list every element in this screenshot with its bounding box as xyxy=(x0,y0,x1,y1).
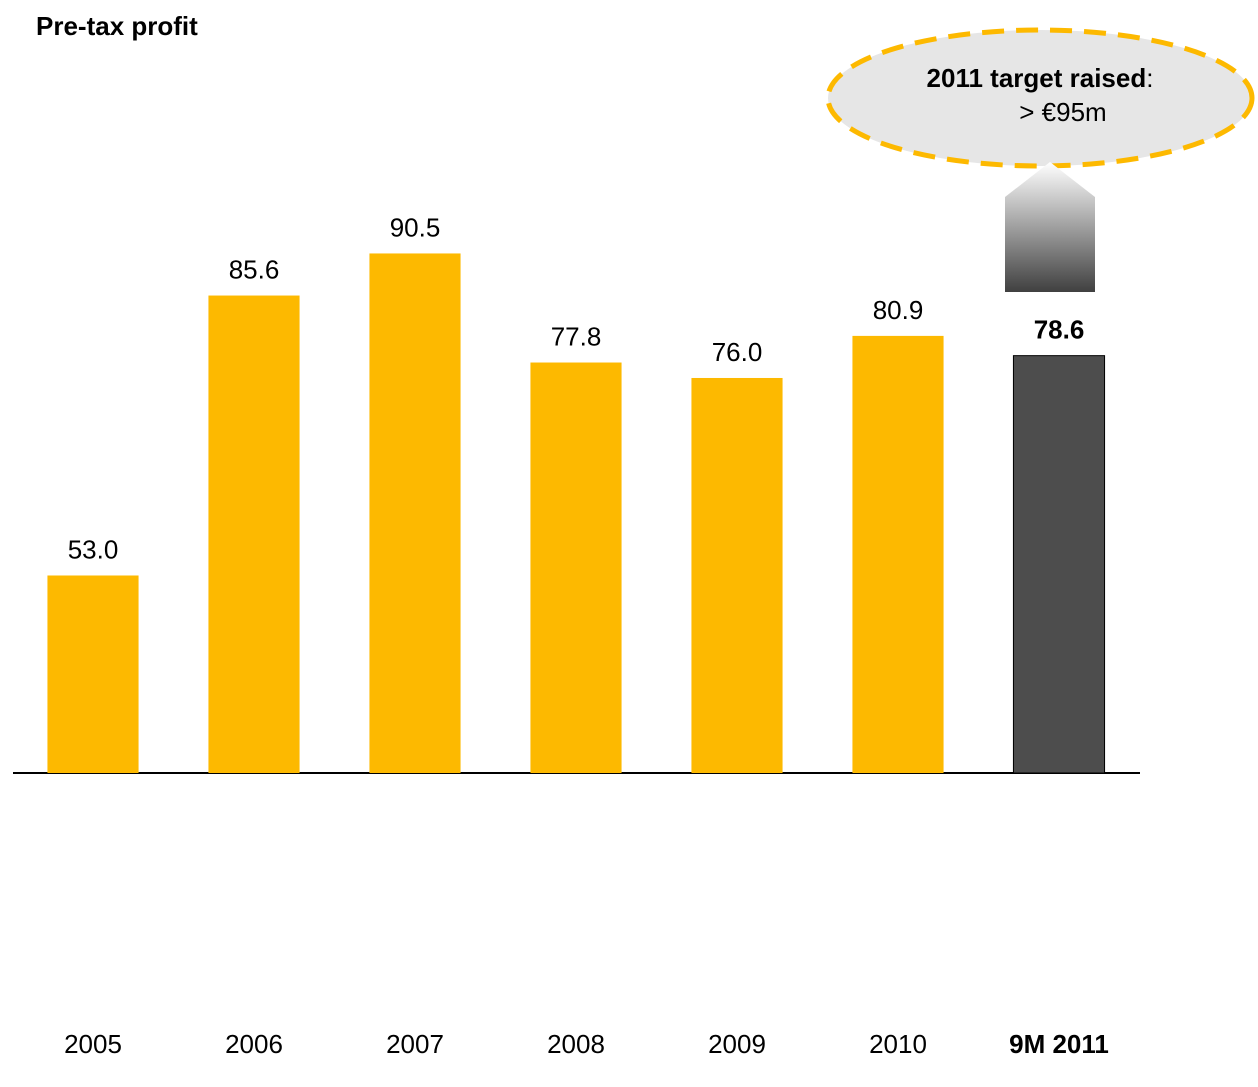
callout-arrow xyxy=(1005,162,1095,292)
value-label: 76.0 xyxy=(712,337,763,367)
value-label: 90.5 xyxy=(390,212,441,242)
x-tick-label: 2006 xyxy=(225,1029,283,1059)
x-tick-label: 2009 xyxy=(708,1029,766,1059)
value-label: 85.6 xyxy=(229,254,280,284)
value-label: 78.6 xyxy=(1034,315,1085,345)
x-tick-label: 9M 2011 xyxy=(1009,1029,1109,1059)
bar xyxy=(47,575,139,773)
bar xyxy=(530,362,622,773)
bar xyxy=(369,253,461,774)
x-tick-label: 2010 xyxy=(869,1029,927,1059)
callout-bubble xyxy=(825,27,1255,169)
x-tick-label: 2007 xyxy=(386,1029,444,1059)
value-label: 80.9 xyxy=(873,295,924,325)
callout-text: 2011 target raised: xyxy=(927,63,1154,93)
x-tick-label: 2005 xyxy=(64,1029,122,1059)
bar xyxy=(852,335,944,773)
chart-title: Pre-tax profit xyxy=(36,11,198,41)
callout-line2: > €95m xyxy=(1019,97,1106,127)
bar xyxy=(691,377,783,773)
callout-bold: 2011 target raised xyxy=(927,63,1147,93)
x-tick-label: 2008 xyxy=(547,1029,605,1059)
value-label: 53.0 xyxy=(68,534,119,564)
bar xyxy=(208,295,300,773)
value-label: 77.8 xyxy=(551,321,602,351)
callout-colon: : xyxy=(1146,63,1153,93)
bar xyxy=(1012,355,1106,774)
